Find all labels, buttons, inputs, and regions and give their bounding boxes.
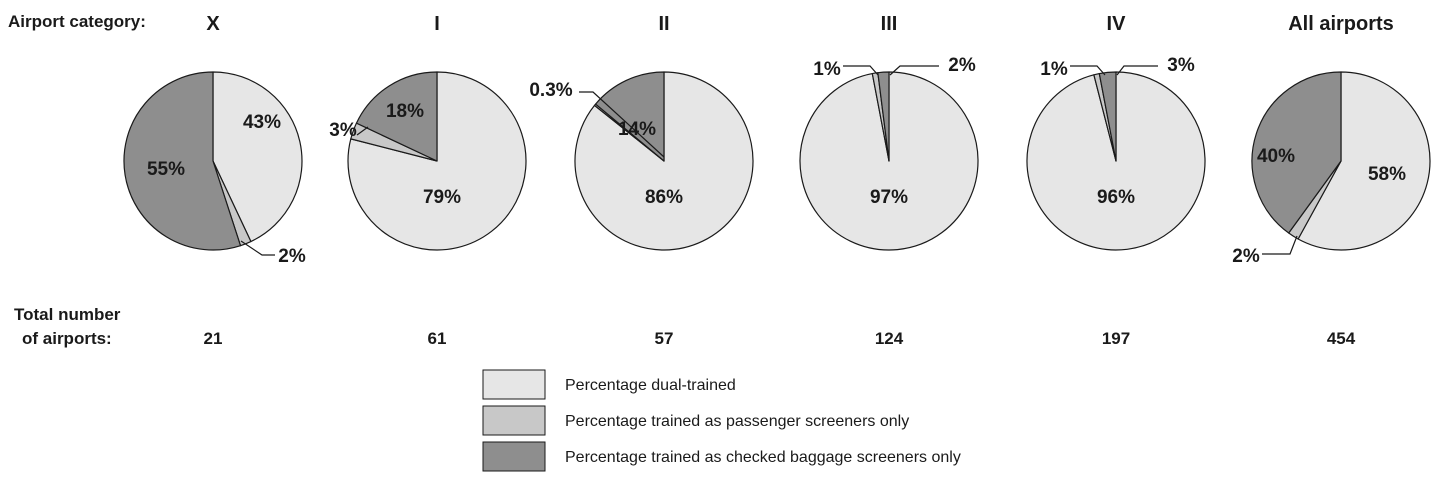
slice-label: 3% xyxy=(1167,55,1195,76)
leader-line xyxy=(579,91,665,158)
pie-slice xyxy=(877,71,890,162)
pie-category-title: IV xyxy=(1107,13,1127,35)
slice-label: 40% xyxy=(1257,146,1295,167)
slice-label: 43% xyxy=(243,112,281,133)
slice-label: 1% xyxy=(813,59,841,80)
slice-label: 55% xyxy=(147,159,185,180)
leader-line xyxy=(1116,65,1158,76)
pies-group: X 43% 2% 55% 21 I 79% 3% 18% 61 II 86% 0.3% 14% 57 III 9… xyxy=(123,13,1431,348)
total-airports-label-line2: of airports: xyxy=(22,329,112,348)
leader-line xyxy=(843,65,879,76)
pie-category-title: All airports xyxy=(1288,13,1394,35)
pie-slice xyxy=(1251,71,1342,234)
total-airports-value: 197 xyxy=(1102,329,1130,348)
slice-label: 14% xyxy=(618,119,656,140)
leader-line xyxy=(240,240,275,256)
total-airports-value: 21 xyxy=(204,329,223,348)
total-airports-value: 61 xyxy=(428,329,447,348)
pie-slice xyxy=(212,71,303,243)
slice-label: 79% xyxy=(423,187,461,208)
slice-label: 86% xyxy=(645,187,683,208)
slice-label: 0.3% xyxy=(529,80,572,101)
pie-4: III 97% 1% 2% 124 xyxy=(799,13,979,348)
legend-swatch xyxy=(482,405,546,436)
total-airports-label-line1: Total number xyxy=(14,305,121,324)
pie-3: II 86% 0.3% 14% 57 xyxy=(529,13,754,348)
total-airports-value: 57 xyxy=(655,329,674,348)
slice-label: 2% xyxy=(948,55,976,76)
total-airports-value: 124 xyxy=(875,329,904,348)
legend-swatch xyxy=(482,369,546,400)
leader-line xyxy=(889,65,939,76)
slice-label: 58% xyxy=(1368,164,1406,185)
slice-label: 96% xyxy=(1097,187,1135,208)
slice-label: 1% xyxy=(1040,59,1068,80)
pie-slice xyxy=(594,71,665,162)
leader-line xyxy=(1262,235,1298,255)
legend: Percentage dual-trained Percentage traine… xyxy=(482,369,961,472)
airport-category-label: Airport category: xyxy=(8,12,146,31)
pie-category-title: III xyxy=(881,13,898,35)
total-airports-value: 454 xyxy=(1327,329,1356,348)
pie-slice xyxy=(355,71,438,162)
legend-entry: Percentage trained as checked baggage sc… xyxy=(565,449,961,466)
pie-category-title: X xyxy=(206,13,220,35)
pie-slice xyxy=(123,71,242,251)
slice-label: 2% xyxy=(1232,246,1260,267)
pie-slice xyxy=(1297,71,1431,251)
legend-swatch xyxy=(482,441,546,472)
slice-label: 3% xyxy=(329,120,357,141)
pie-6: All airports 58% 2% 40% 454 xyxy=(1232,13,1431,348)
legend-entry: Percentage dual-trained xyxy=(565,377,736,394)
legend-entry: Percentage trained as passenger screener… xyxy=(565,413,909,430)
pie-2: I 79% 3% 18% 61 xyxy=(329,13,527,348)
slice-label: 18% xyxy=(386,101,424,122)
pie-category-title: I xyxy=(434,13,440,35)
pie-5: IV 96% 1% 3% 197 xyxy=(1026,13,1206,348)
slice-label: 97% xyxy=(870,187,908,208)
leader-line xyxy=(1070,65,1106,76)
leader-line xyxy=(356,126,369,136)
pie-category-title: II xyxy=(658,13,669,35)
slice-label: 2% xyxy=(278,246,306,267)
pie-1: X 43% 2% 55% 21 xyxy=(123,13,306,348)
pie-slice xyxy=(1098,71,1117,162)
